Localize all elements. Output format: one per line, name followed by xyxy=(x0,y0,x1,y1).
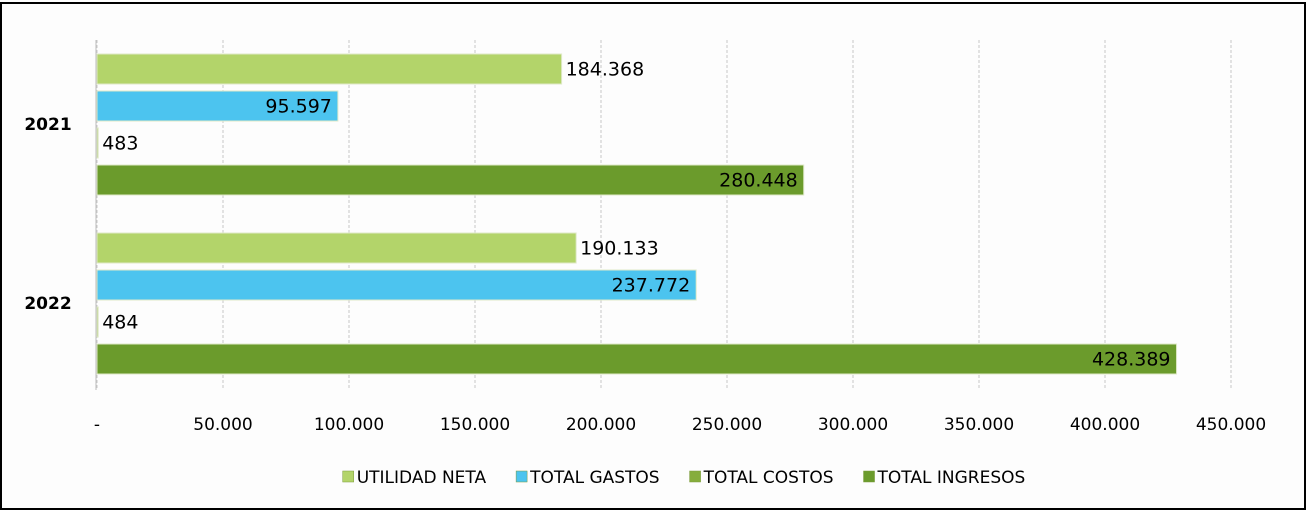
data-label: 483 xyxy=(102,133,138,155)
legend-swatch xyxy=(342,470,354,483)
x-tick-label: 300.000 xyxy=(818,415,888,435)
legend-label: UTILIDAD NETA xyxy=(357,468,487,488)
legend-label: TOTAL GASTOS xyxy=(529,468,659,488)
x-tick-label: 350.000 xyxy=(944,415,1014,435)
x-tick-label: 200.000 xyxy=(566,415,636,435)
bar xyxy=(96,127,99,159)
data-label: 190.133 xyxy=(580,238,659,260)
legend-label: TOTAL COSTOS xyxy=(703,468,834,488)
bar xyxy=(96,232,577,264)
x-tick-label: 150.000 xyxy=(440,415,510,435)
bar xyxy=(96,306,99,338)
x-tick-label: 100.000 xyxy=(314,415,384,435)
bar xyxy=(96,343,1178,375)
legend-swatch xyxy=(863,470,875,483)
x-tick-label: 250.000 xyxy=(692,415,762,435)
y-tick-label: 2021 xyxy=(24,115,71,135)
x-tick-label: 400.000 xyxy=(1070,415,1140,435)
data-label: 184.368 xyxy=(566,59,645,81)
bar xyxy=(96,164,805,196)
x-tick-label: 450.000 xyxy=(1196,415,1266,435)
data-label: 484 xyxy=(102,312,138,334)
y-tick-label: 2022 xyxy=(24,294,71,314)
x-tick-label: - xyxy=(94,415,100,435)
data-label: 95.597 xyxy=(265,96,331,118)
data-label: 237.772 xyxy=(612,275,691,297)
bar xyxy=(96,90,339,122)
legend-swatch xyxy=(689,470,701,483)
bar xyxy=(96,269,697,301)
x-tick-label: 50.000 xyxy=(193,415,252,435)
data-label: 280.448 xyxy=(719,170,798,192)
legend-swatch xyxy=(515,470,528,483)
bar xyxy=(96,53,563,85)
legend-label: TOTAL INGRESOS xyxy=(877,468,1026,488)
data-label: 428.389 xyxy=(1092,349,1171,371)
